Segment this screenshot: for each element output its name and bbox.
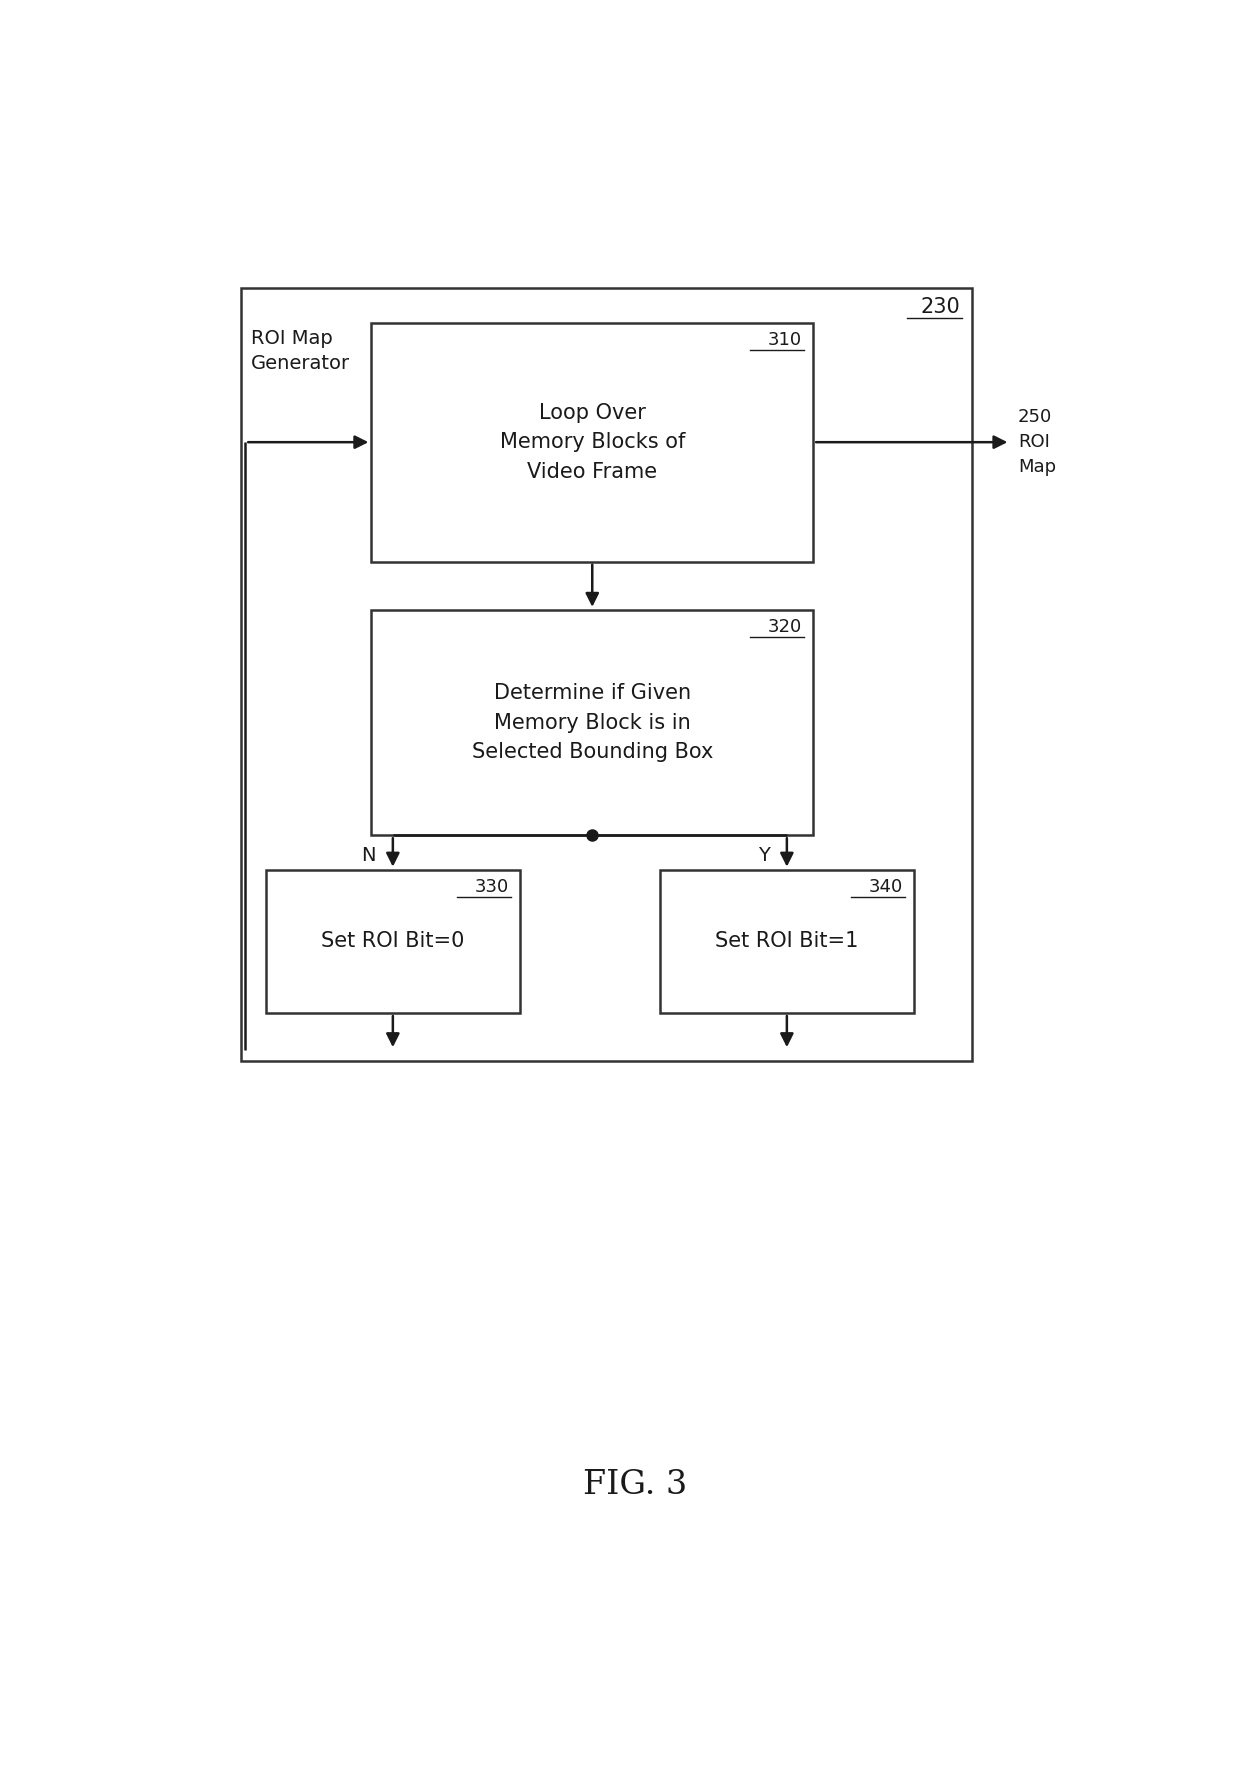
Text: 230: 230 [920,297,960,316]
Bar [660,870,914,1012]
Bar [371,609,813,835]
Text: 340: 340 [868,877,903,895]
Text: Set ROI Bit=1: Set ROI Bit=1 [715,931,858,952]
Text: Determine if Given
Memory Block is in
Selected Bounding Box: Determine if Given Memory Block is in Se… [471,684,713,762]
Text: ROI Map
Generator: ROI Map Generator [250,329,350,373]
Text: 320: 320 [768,618,802,636]
Text: 330: 330 [475,877,508,895]
Bar [265,870,521,1012]
Bar [242,288,972,1060]
Text: N: N [361,847,376,865]
Text: Loop Over
Memory Blocks of
Video Frame: Loop Over Memory Blocks of Video Frame [500,403,684,481]
Text: Set ROI Bit=0: Set ROI Bit=0 [321,931,465,952]
Text: Y: Y [758,847,770,865]
Text: 250
ROI
Map: 250 ROI Map [1018,408,1056,476]
Text: FIG. 3: FIG. 3 [583,1469,688,1501]
Text: 310: 310 [768,330,802,348]
Bar [371,323,813,561]
